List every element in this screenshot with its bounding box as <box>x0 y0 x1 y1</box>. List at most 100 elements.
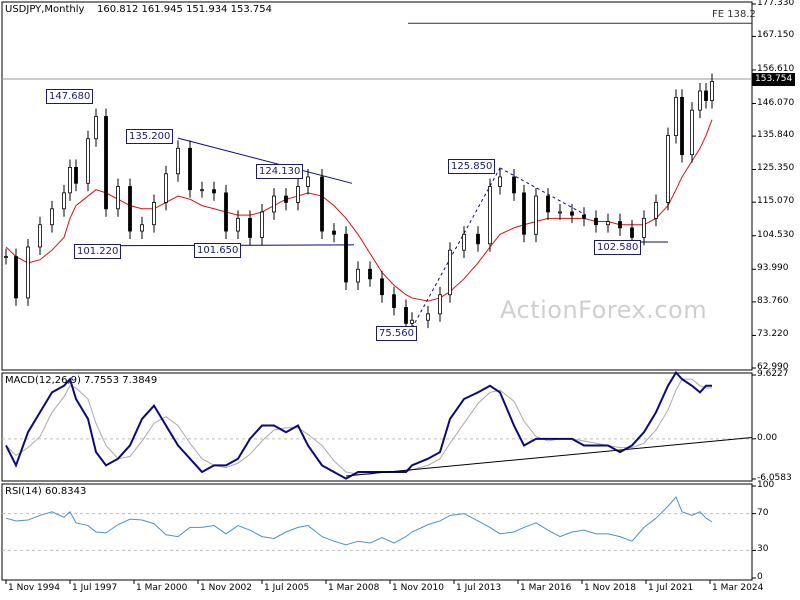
macd-trendline <box>345 436 753 477</box>
candle-body <box>344 233 348 283</box>
rally-dashed-line <box>411 167 501 329</box>
candle-body <box>462 233 466 251</box>
candle-body <box>476 233 480 245</box>
macd-axis-label: 9.6227 <box>757 369 789 379</box>
x-axis-label: 1 Nov 1994 <box>8 583 60 593</box>
price-axis-label: 93.990 <box>757 263 789 274</box>
candle-body <box>68 167 72 194</box>
price-axis-label: 167.150 <box>757 30 795 41</box>
candle-body <box>448 249 452 296</box>
price-axis-label: 125.350 <box>757 163 795 174</box>
candle-body <box>272 195 276 213</box>
candle-body <box>212 189 216 194</box>
price-axis-label: 156.610 <box>757 63 795 74</box>
price-annotation-tag: 124.130 <box>256 164 304 180</box>
candle-body <box>236 217 240 232</box>
price-panel-frame <box>1 1 753 371</box>
candle-body <box>680 96 684 156</box>
candle-body <box>104 116 108 210</box>
x-axis-label: 1 Mar 2016 <box>520 583 572 593</box>
macd-line <box>5 370 712 480</box>
rsi-axis-label: 30 <box>757 544 769 555</box>
candle-body <box>356 268 360 283</box>
candle-body <box>224 192 228 232</box>
price-axis-label: 177.330 <box>757 0 795 8</box>
candle-body <box>368 268 372 280</box>
candle-body <box>618 221 622 229</box>
candle-body <box>582 214 586 219</box>
last-price-box: 153.754 <box>752 73 796 86</box>
x-axis-label: 1 Jul 2005 <box>264 583 310 593</box>
candle-body <box>594 217 598 226</box>
candle-body <box>164 173 168 203</box>
resistance-trendline <box>177 137 353 184</box>
candle-body <box>128 186 132 232</box>
candle-body <box>14 256 18 299</box>
price-axis-label: 73.220 <box>757 329 789 340</box>
x-axis-label: 1 Mar 2000 <box>136 583 188 593</box>
candle-body <box>116 186 120 210</box>
fe-label: FE 138.2 <box>712 9 756 20</box>
price-annotation-tag: 135.200 <box>126 129 174 145</box>
candle-body <box>710 81 714 101</box>
candle-body <box>674 96 678 136</box>
x-axis-label: 1 Jul 1997 <box>72 583 118 593</box>
candle-body <box>38 224 42 248</box>
candle-body <box>380 278 384 296</box>
candle-body <box>498 176 502 187</box>
pullback-dashed-line <box>499 167 587 216</box>
candle-body <box>4 256 8 258</box>
candle-body <box>534 195 538 235</box>
symbol-info: USDJPY,Monthly <box>5 4 85 15</box>
candle-body <box>62 192 66 210</box>
candle-body <box>642 217 646 238</box>
candle-body <box>570 211 574 216</box>
candle-body <box>698 90 702 111</box>
price-axis-label: 62.990 <box>757 362 789 372</box>
candle-body <box>630 227 634 238</box>
candle-body <box>188 147 192 191</box>
candle-body <box>248 217 252 238</box>
candle-body <box>94 116 98 140</box>
candle-body <box>438 294 442 315</box>
rsi-panel-frame <box>1 483 753 581</box>
candle-body <box>74 167 78 184</box>
price-annotation-tag: 102.580 <box>594 239 642 255</box>
macd-title: MACD(12,26,9) 7.7553 7.3849 <box>5 375 158 386</box>
candle-body <box>332 230 336 235</box>
moving-average-line <box>5 119 713 302</box>
candle-body <box>488 186 492 245</box>
macd-axis-label: -6.0583 <box>757 473 792 483</box>
price-axis-label: 115.070 <box>757 196 795 207</box>
price-axis-label: 146.070 <box>757 97 795 108</box>
candle-body <box>704 90 708 101</box>
candle-body <box>320 176 324 232</box>
price-annotation-tag: 147.680 <box>46 89 94 105</box>
price-annotation-tag: 101.650 <box>194 242 242 258</box>
x-axis-label: 1 Nov 2018 <box>584 583 636 593</box>
candle-body <box>306 176 310 187</box>
candle-body <box>558 211 562 214</box>
rsi-axis-label: 0 <box>757 572 763 582</box>
candle-body <box>86 138 90 184</box>
candle-body <box>296 186 300 203</box>
x-axis-label: 1 Mar 2008 <box>328 583 380 593</box>
candle-body <box>200 189 204 192</box>
candle-body <box>152 202 156 226</box>
price-axis-label: 104.530 <box>757 229 795 240</box>
x-axis-label: 1 Nov 2002 <box>200 583 252 593</box>
candle-body <box>284 195 288 203</box>
candle-body <box>606 221 610 226</box>
candle-body <box>666 135 670 203</box>
macd-panel-frame <box>1 372 753 482</box>
price-annotation-tag: 75.560 <box>376 325 417 341</box>
candle-body <box>690 109 694 156</box>
price-annotation-tag: 101.220 <box>74 244 122 260</box>
candle-body <box>140 224 144 232</box>
price-axis-label: 135.840 <box>757 130 795 141</box>
x-axis-label: 1 Nov 2010 <box>392 583 444 593</box>
candle-body <box>176 147 180 175</box>
candle-body <box>522 192 526 235</box>
ohlc-values: 160.812 161.945 151.934 153.754 <box>97 4 272 15</box>
